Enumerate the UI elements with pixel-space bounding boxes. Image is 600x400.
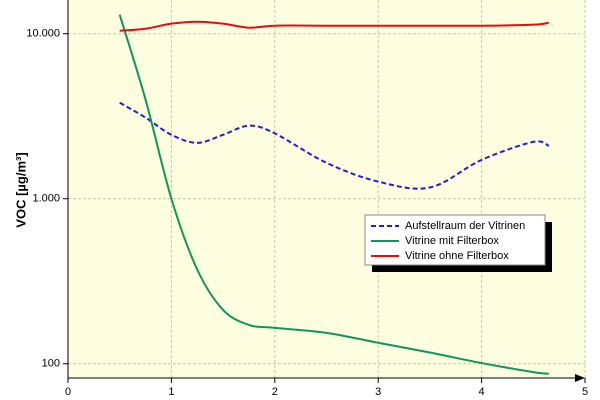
x-tick-label: 0 [65,386,71,398]
x-axis-arrow [575,374,585,382]
legend-label: Vitrine ohne Filterbox [405,250,509,262]
series-line [119,20,549,32]
y-axis-label: VOC [µg/m³] [13,152,28,227]
y-tick-label: 100 [42,358,60,370]
x-tick-label: 4 [479,386,485,398]
y-tick-label: 1.000 [32,193,60,205]
x-tick-label: 2 [272,386,278,398]
legend-label: Vitrine mit Filterbox [405,235,499,247]
series-line [119,101,550,190]
x-tick-label: 1 [168,386,174,398]
legend-label: Aufstellraum der Vitrinen [405,220,525,232]
x-tick-label: 5 [582,386,588,398]
y-tick-label: 10.000 [26,28,60,40]
x-tick-label: 3 [375,386,381,398]
plot-area [68,0,585,378]
series-line [118,14,549,375]
